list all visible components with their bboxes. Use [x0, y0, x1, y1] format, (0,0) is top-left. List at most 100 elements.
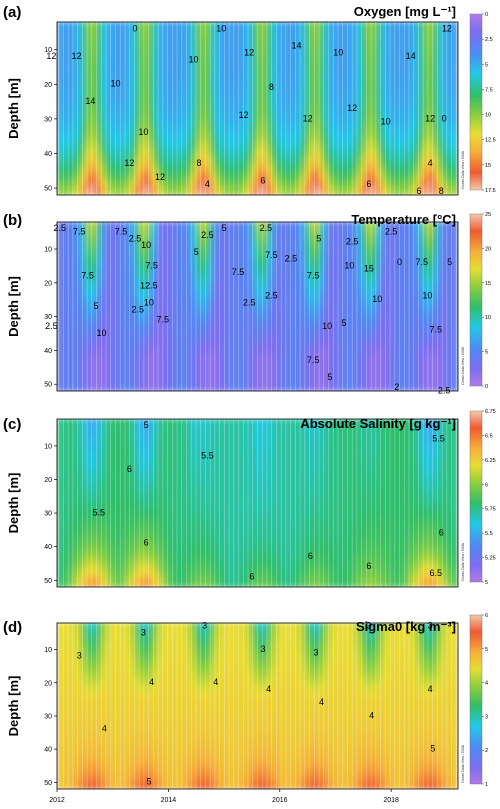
contour-label: 7.5 — [265, 250, 278, 260]
colorbar-tick-label: 6.75 — [485, 409, 496, 415]
contour-label: 6 — [366, 179, 371, 189]
contour-label: 12 — [347, 103, 357, 113]
contour-label: 12.5 — [140, 281, 158, 291]
y-tick-label: 50 — [44, 780, 52, 787]
contour-label: 4 — [428, 158, 433, 168]
panel-title: Temperature [°C] — [351, 212, 456, 227]
contour-label: 3 — [428, 621, 433, 631]
contour-label: 2.5 — [285, 254, 298, 264]
contour-label: 6 — [144, 538, 149, 548]
plot-frame — [56, 418, 459, 588]
y-axis-label: Depth [m] — [6, 676, 21, 737]
contour-label: 2.5 — [129, 233, 142, 243]
heatmap-field — [57, 623, 458, 789]
y-tick-label: 10 — [44, 47, 52, 54]
colorbar-tick-label: 5.5 — [485, 531, 493, 537]
contour-label: 2.5 — [265, 291, 278, 301]
contour-label: 10 — [333, 48, 343, 58]
contour-label: 12 — [46, 51, 56, 61]
contour-label: 5 — [144, 420, 149, 430]
colorbar-tick-label: 0 — [485, 384, 488, 390]
contour-label: 6 — [261, 176, 266, 186]
x-tick-label: 2016 — [272, 797, 288, 804]
contour-label: 14 — [291, 41, 301, 51]
y-tick-label: 10 — [44, 647, 52, 654]
contour-label: 6 — [127, 464, 132, 474]
contour-label: 10 — [216, 23, 226, 33]
contour-label: 10 — [110, 79, 120, 89]
contour-label: 2.5 — [385, 227, 398, 237]
contour-label: 4 — [205, 179, 210, 189]
contour-label: 7.5 — [145, 260, 158, 270]
contour-label: 8 — [439, 186, 444, 196]
contour-label: 2.5 — [201, 230, 214, 240]
contour-label: 6 — [417, 186, 422, 196]
contour-label: 12 — [425, 113, 435, 123]
colorbar-tick-label: 5.75 — [485, 507, 496, 513]
x-tick-label: 2012 — [49, 797, 65, 804]
contour-label: 7.5 — [73, 227, 86, 237]
colorbar — [469, 410, 483, 583]
contour-label: 12 — [155, 172, 165, 182]
contour-label: 10 — [322, 321, 332, 331]
contour-label: 4 — [428, 684, 433, 694]
contour-label: 0 — [397, 257, 402, 267]
contour-label: 5 — [327, 372, 332, 382]
colorbar-tick-label: 2.5 — [485, 37, 493, 43]
y-tick-label: 50 — [44, 578, 52, 585]
colorbar-tick-label: 5.25 — [485, 556, 496, 562]
contour-label: 3 — [202, 621, 207, 631]
contour-label: 8 — [269, 82, 274, 92]
x-tick-label: 2014 — [161, 797, 177, 804]
y-tick-label: 30 — [44, 116, 52, 123]
colorbar-tick-label: 2 — [485, 748, 488, 754]
y-axis-label: Depth [m] — [6, 276, 21, 337]
contour-label: 3 — [261, 644, 266, 654]
y-tick-label: 10 — [44, 443, 52, 450]
contour-label: 2.5 — [54, 223, 67, 233]
contour-label: 7.5 — [81, 270, 94, 280]
contour-label: 5 — [316, 233, 321, 243]
contour-label: 10 — [97, 328, 107, 338]
heatmap-field — [57, 22, 458, 195]
contour-label: 7.5 — [232, 267, 245, 277]
plot-frame — [56, 622, 459, 790]
contour-label: 2.5 — [243, 297, 256, 307]
contour-label: 12 — [442, 23, 452, 33]
colorbar-tick-label: 5 — [485, 580, 488, 586]
x-tick-label: 2018 — [383, 797, 399, 804]
colorbar — [469, 213, 483, 387]
contour-label: 6 — [249, 571, 254, 581]
contour-label: 7.5 — [115, 227, 128, 237]
contour-label: 0 — [442, 113, 447, 123]
y-tick-label: 40 — [44, 544, 52, 551]
heatmap-field — [57, 419, 458, 587]
y-tick-label: 50 — [44, 186, 52, 193]
colorbar-tick-label: 6.5 — [485, 433, 493, 439]
contour-label: 2 — [394, 382, 399, 392]
y-tick-label: 30 — [44, 713, 52, 720]
contour-label: 4 — [369, 710, 374, 720]
y-axis-label: Depth [m] — [6, 473, 21, 534]
panel-title: Sigma0 [kg m⁻³] — [356, 619, 456, 634]
colorbar-tick-label: 6.25 — [485, 458, 496, 464]
contour-label: 10 — [372, 294, 382, 304]
contour-label: 5 — [341, 318, 346, 328]
panel-4: 3 4 3 4 5 3 4 3 4 3 4 3 4 3 4 5 (d) Sigma0 [kg m⁻³] Depth … — [3, 613, 488, 804]
y-axis-label: Depth [m] — [6, 78, 21, 139]
watermark: Ocean Data View / DIVA — [461, 346, 465, 385]
y-tick-label: 40 — [44, 151, 52, 158]
contour-label: 3 — [77, 651, 82, 661]
colorbar-tick-label: 6 — [485, 482, 488, 488]
contour-label: 12 — [303, 113, 313, 123]
contour-label: 4 — [102, 724, 107, 734]
colorbar-tick-label: 15 — [485, 281, 491, 287]
colorbar-tick-label: 1 — [485, 782, 488, 788]
y-tick-label: 20 — [44, 82, 52, 89]
y-tick-label: 40 — [44, 747, 52, 754]
contour-label: 5 — [447, 257, 452, 267]
contour-label: 2.5 — [260, 223, 273, 233]
contour-label: 0 — [132, 23, 137, 33]
contour-label: 10 — [188, 54, 198, 64]
contour-label: 3 — [141, 627, 146, 637]
